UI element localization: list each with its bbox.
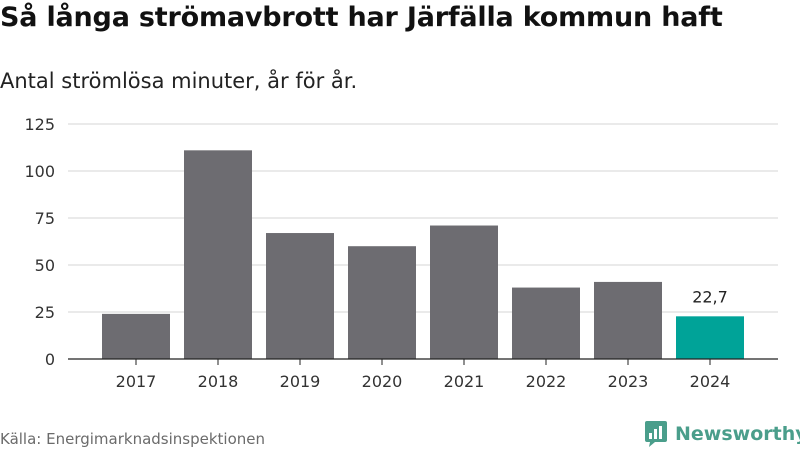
x-axis-ticks: 2017 2018 2019 2020 2021 2022 2023 2024: [116, 359, 731, 391]
y-tick-label: 25: [35, 303, 55, 322]
x-tick-label: 2020: [362, 372, 403, 391]
source-note: Källa: Energimarknadsinspektionen: [0, 430, 266, 448]
x-tick-label: 2024: [690, 372, 731, 391]
data-label: 22,7: [692, 287, 728, 306]
x-tick-label: 2017: [116, 372, 157, 391]
bar-2024: [676, 316, 744, 359]
y-tick-label: 0: [45, 350, 55, 369]
x-tick-label: 2022: [526, 372, 567, 391]
x-tick-label: 2023: [608, 372, 649, 391]
bar-2022: [512, 287, 580, 359]
brand-name: Newsworthy: [675, 423, 800, 445]
y-tick-label: 100: [24, 162, 55, 181]
chart-title: Så långa strömavbrott har Järfälla kommu…: [0, 2, 723, 33]
bar-2019: [266, 233, 334, 359]
y-tick-label: 50: [35, 256, 55, 275]
bar-2020: [348, 246, 416, 359]
y-axis-ticks: 0 25 50 75 100 125: [24, 115, 55, 369]
bar-2023: [594, 281, 662, 359]
x-tick-label: 2021: [444, 372, 485, 391]
bar-2018: [184, 150, 252, 359]
newsworthy-logo: Newsworthy: [644, 420, 800, 448]
newsworthy-logo-icon: [645, 421, 667, 447]
chart-subtitle: Antal strömlösa minuter, år för år.: [0, 69, 358, 93]
x-tick-label: 2019: [280, 372, 321, 391]
x-tick-label: 2018: [198, 372, 239, 391]
bars: [102, 150, 744, 359]
data-labels: 22,7: [692, 287, 728, 306]
bar-2021: [430, 225, 498, 359]
y-tick-label: 75: [35, 209, 55, 228]
y-tick-label: 125: [24, 115, 55, 134]
bar-2017: [102, 313, 170, 359]
gridlines: [68, 123, 778, 313]
